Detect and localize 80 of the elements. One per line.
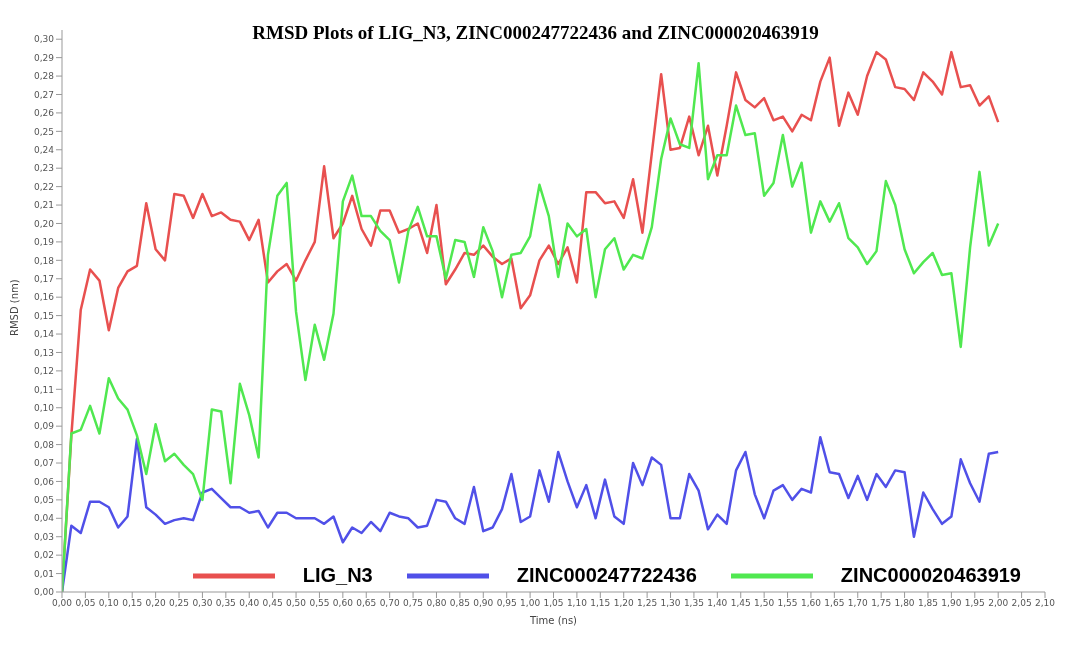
x-tick-label: 0,90 [473, 598, 494, 609]
x-tick-label: 1,55 [777, 598, 798, 609]
x-tick-label: 0,85 [449, 598, 470, 609]
y-tick-label: 0,26 [33, 108, 55, 119]
y-tick-label: 0,24 [33, 144, 55, 155]
x-tick-label: 1,45 [730, 598, 751, 609]
y-tick-label: 0,18 [33, 255, 55, 266]
y-tick-label: 0,20 [33, 218, 55, 229]
x-tick-label: 1,35 [683, 598, 704, 609]
x-tick-label: 0,55 [309, 598, 330, 609]
y-tick-label: 0,23 [33, 163, 54, 174]
y-tick-label: 0,06 [33, 476, 55, 487]
x-tick-label: 0,80 [426, 598, 447, 609]
x-tick-label: 1,05 [543, 598, 564, 609]
y-tick-label: 0,17 [33, 273, 54, 284]
y-tick-label: 0,07 [33, 458, 54, 469]
x-tick-label: 0,65 [356, 598, 377, 609]
x-tick-label: 0,70 [379, 598, 400, 609]
x-tick-label: 0,15 [122, 598, 143, 609]
y-tick-label: 0,09 [33, 421, 55, 432]
x-tick-label: 1,00 [520, 598, 541, 609]
y-tick-label: 0,28 [33, 71, 55, 82]
x-tick-label: 0,45 [262, 598, 283, 609]
y-tick-label: 0,25 [33, 126, 54, 137]
x-tick-label: 1,85 [917, 598, 938, 609]
x-tick-label: 0,95 [496, 598, 517, 609]
x-tick-label: 0,05 [75, 598, 96, 609]
x-tick-label: 0,30 [192, 598, 213, 609]
x-tick-label: 0,50 [286, 598, 307, 609]
x-tick-label: 1,20 [613, 598, 634, 609]
x-tick-label: 1,30 [660, 598, 681, 609]
x-tick-label: 1,15 [590, 598, 611, 609]
x-tick-label: 0,75 [403, 598, 424, 609]
y-tick-label: 0,15 [33, 310, 54, 321]
y-tick-label: 0,00 [33, 587, 55, 598]
x-tick-label: 0,10 [98, 598, 120, 609]
legend-label: ZINC000247722436 [516, 564, 697, 587]
x-tick-label: 1,95 [964, 598, 985, 609]
x-tick-label: 0,25 [169, 598, 190, 609]
x-tick-label: 0,60 [332, 598, 354, 609]
x-tick-label: 1,50 [754, 598, 775, 609]
x-tick-label: 0,35 [215, 598, 236, 609]
y-axis-title: RMSD (nm) [8, 279, 20, 336]
y-tick-label: 0,03 [33, 531, 54, 542]
x-axis-title: Time (ns) [528, 615, 578, 626]
x-tick-label: 1,70 [847, 598, 869, 609]
x-tick-label: 0,40 [239, 598, 260, 609]
x-tick-label: 1,75 [871, 598, 892, 609]
legend-label: LIG_N3 [302, 564, 373, 587]
x-tick-label: 2,05 [1011, 598, 1032, 609]
y-tick-label: 0,19 [33, 237, 55, 248]
x-tick-label: 0,00 [51, 598, 73, 609]
x-tick-label: 0,20 [145, 598, 166, 609]
y-tick-label: 0,13 [33, 347, 54, 358]
x-tick-label: 1,10 [566, 598, 588, 609]
y-tick-label: 0,12 [33, 366, 54, 377]
x-tick-label: 1,65 [824, 598, 845, 609]
x-tick-label: 1,80 [894, 598, 915, 609]
y-tick-label: 0,21 [33, 200, 54, 211]
x-tick-label: 1,25 [637, 598, 658, 609]
x-tick-label: 2,00 [988, 598, 1009, 609]
x-tick-label: 2,10 [1034, 598, 1056, 609]
x-tick-label: 1,40 [707, 598, 728, 609]
y-tick-label: 0,02 [33, 550, 54, 561]
y-tick-label: 0,04 [33, 513, 55, 524]
y-tick-label: 0,08 [33, 439, 55, 450]
y-tick-label: 0,27 [33, 89, 54, 100]
y-tick-label: 0,11 [33, 384, 54, 395]
chart-title: RMSD Plots of LIG_N3, ZINC000247722436 and ZINC000020463919 [242, 22, 829, 43]
legend-label: ZINC000020463919 [840, 564, 1021, 587]
y-tick-label: 0,16 [33, 292, 55, 303]
y-tick-label: 0,01 [33, 568, 54, 579]
x-tick-label: 1,90 [941, 598, 962, 609]
y-tick-label: 0,29 [33, 52, 55, 63]
y-tick-label: 0,10 [33, 402, 55, 413]
y-tick-label: 0,30 [33, 34, 55, 45]
y-tick-label: 0,14 [33, 329, 55, 340]
y-tick-label: 0,05 [33, 495, 54, 506]
x-tick-label: 1,60 [800, 598, 822, 609]
y-tick-label: 0,22 [33, 181, 54, 192]
